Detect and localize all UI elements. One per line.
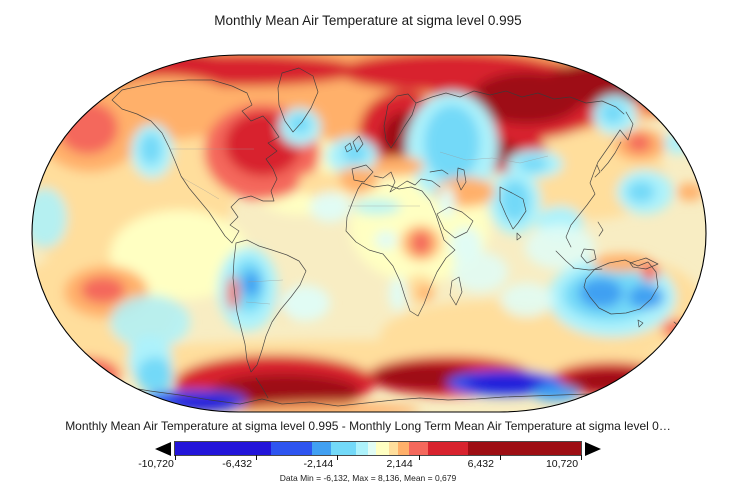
colorbar-tick-label: 2,144 bbox=[386, 458, 413, 470]
colorbar-segment bbox=[468, 442, 581, 455]
colorbar-tick-label: 10,720 bbox=[545, 458, 579, 470]
colorbar-tick bbox=[256, 455, 258, 460]
colorbar-segment bbox=[330, 442, 357, 455]
colorbar-segment bbox=[270, 442, 312, 455]
colorbar-segment bbox=[409, 442, 429, 455]
colorbar-tick-labels: -10,720 -6,432 -2,144 2,144 6,432 10,720 bbox=[138, 458, 578, 470]
colorbar-row bbox=[155, 441, 601, 460]
colorbar-tick bbox=[175, 455, 176, 460]
colorbar-underflow-arrow-icon bbox=[155, 441, 171, 456]
colorbar-segment bbox=[311, 442, 331, 455]
colorbar-tick-label: -2,144 bbox=[303, 458, 334, 470]
colorbar-tick bbox=[581, 455, 582, 460]
colorbar-tick bbox=[337, 455, 339, 460]
colorbar-segment bbox=[398, 442, 410, 455]
colorbar bbox=[174, 441, 582, 460]
colorbar-segment bbox=[175, 442, 271, 455]
colorbar-tick-label: -10,720 bbox=[138, 458, 174, 470]
colorbar-tick-label: 6,432 bbox=[467, 458, 494, 470]
chart-title: Monthly Mean Air Temperature at sigma le… bbox=[214, 13, 522, 28]
colorbar-segment bbox=[368, 442, 377, 455]
data-stats-line: Data Min = -6,132, Max = 8,136, Mean = 0… bbox=[279, 473, 457, 483]
colorbar-segment bbox=[376, 442, 390, 455]
difference-caption: Monthly Mean Air Temperature at sigma le… bbox=[65, 419, 671, 433]
colorbar-segment bbox=[389, 442, 399, 455]
colorbar-tick bbox=[418, 455, 420, 460]
colorbar-tick-label: -6,432 bbox=[222, 458, 253, 470]
colorbar-segment bbox=[428, 442, 469, 455]
colorbar-segment bbox=[356, 442, 369, 455]
colorbar-tick bbox=[499, 455, 501, 460]
colorbar-overflow-arrow-icon bbox=[585, 441, 601, 456]
